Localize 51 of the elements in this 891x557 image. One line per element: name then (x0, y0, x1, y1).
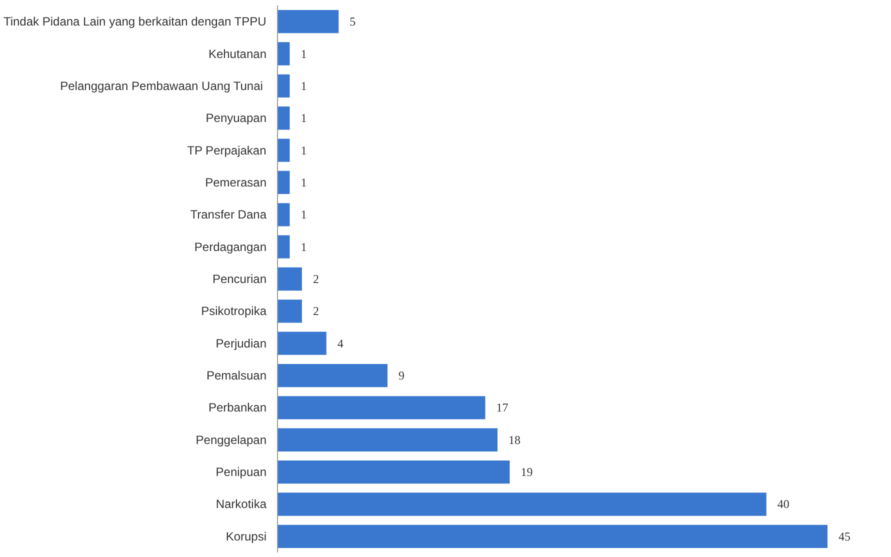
bar (278, 106, 290, 130)
y-tick-label: Perdagangan (194, 240, 267, 254)
y-tick-label: Penggelapan (196, 432, 266, 447)
bar (278, 492, 766, 516)
bar (278, 138, 290, 162)
y-tick-label: Penyuapan (206, 111, 267, 126)
data-label: 1 (300, 143, 307, 158)
data-label: 17 (496, 400, 508, 415)
data-label: 1 (300, 111, 307, 126)
bar (278, 10, 339, 34)
bar (278, 428, 498, 452)
bar (278, 300, 302, 323)
data-label: 45 (838, 529, 850, 544)
y-tick-label: Narkotika (216, 497, 267, 512)
bar (278, 42, 290, 66)
data-label: 4 (337, 336, 344, 350)
y-tick-label: Perjudian (216, 336, 266, 350)
bar (278, 203, 290, 226)
bar (278, 396, 486, 420)
y-tick-label: Korupsi (226, 529, 266, 544)
bar (278, 170, 290, 194)
data-label: 1 (300, 175, 307, 190)
y-tick-label: Psikotropika (201, 304, 267, 318)
y-tick-label: Penipuan (216, 465, 267, 480)
data-label: 5 (350, 14, 356, 29)
y-tick-label: Kehutanan (208, 46, 267, 61)
y-tick-label: Pemerasan (205, 175, 267, 190)
y-tick-label: Pencurian (212, 272, 267, 286)
data-label: 1 (300, 240, 307, 254)
y-tick-label: Pelanggaran Pembawaan Uang Tunai (60, 78, 263, 93)
data-label: 2 (312, 272, 319, 286)
data-label: 40 (777, 497, 790, 512)
y-tick-label: Pemalsuan (206, 368, 267, 383)
bar (278, 267, 302, 291)
y-tick-label: Transfer Dana (190, 208, 267, 222)
data-label: 19 (520, 465, 533, 480)
data-label: 18 (508, 432, 520, 447)
data-label: 2 (312, 304, 319, 318)
y-tick-label: TP Perpajakan (187, 143, 266, 158)
bar (278, 460, 510, 484)
bar (278, 524, 828, 548)
data-label: 9 (398, 368, 404, 383)
data-label: 1 (300, 208, 307, 222)
data-label: 1 (300, 78, 307, 93)
bar (278, 235, 290, 258)
y-tick-label: Perbankan (208, 400, 267, 415)
bar (278, 74, 290, 98)
y-tick-label: Tindak Pidana Lain yang berkaitan dengan TPPU (3, 14, 266, 29)
bar (278, 364, 388, 388)
data-label: 1 (300, 46, 307, 61)
bar (278, 332, 326, 355)
